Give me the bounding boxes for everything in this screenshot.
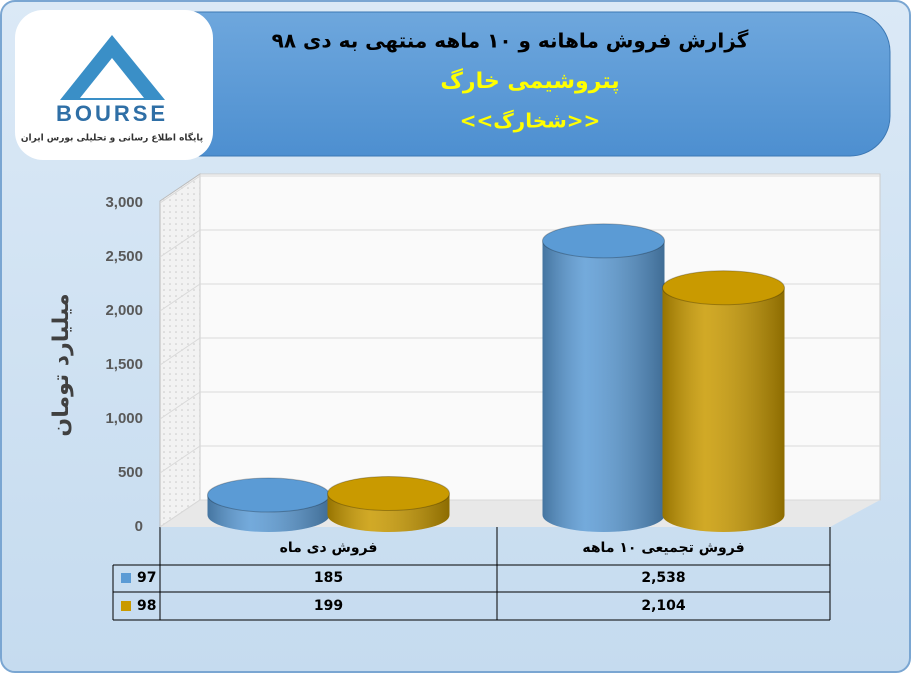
- logo-tagline: پایگاه اطلاع رسانی و تحلیلی بورس ایران: [21, 132, 203, 144]
- cylinder-shade: [662, 287, 785, 532]
- legend-label: 98: [137, 598, 156, 614]
- grid-line-side: [159, 445, 201, 474]
- cylinder-top: [662, 270, 785, 306]
- y-tick-label: 3,000: [105, 194, 143, 211]
- chart-title: گزارش فروش ماهانه و ۱۰ ماهه منتهی به دی …: [272, 29, 749, 53]
- legend-key: [121, 573, 131, 583]
- data-table: [112, 527, 831, 621]
- cylinder-top: [207, 477, 330, 513]
- chart-subtitle: پتروشیمی خارگ: [440, 68, 619, 94]
- grid-line-side: [159, 499, 201, 528]
- cylinder-top: [542, 223, 665, 259]
- side-wall: [159, 173, 201, 528]
- value-label: 185: [314, 570, 343, 586]
- grid-line-side: [159, 175, 201, 204]
- y-tick-label: 0: [135, 518, 143, 535]
- y-tick-label: 1,500: [105, 356, 143, 373]
- symbol: <<شخارگ>>: [460, 109, 601, 133]
- y-axis-label: میلیارد تومان: [49, 293, 74, 436]
- value-label: 2,538: [641, 570, 685, 586]
- grid-line-side: [159, 283, 201, 312]
- grid-line-side: [159, 229, 201, 258]
- y-tick-label: 500: [118, 464, 143, 481]
- grid-line-side: [159, 337, 201, 366]
- x-tick-label: فروش دی ماه: [280, 540, 378, 556]
- logo-name: BOURSE: [56, 101, 168, 126]
- legend-label: 97: [137, 570, 156, 586]
- x-tick-label: فروش تجمیعی ۱۰ ماهه: [582, 540, 744, 556]
- y-tick-label: 2,500: [105, 248, 143, 265]
- y-tick-label: 1,000: [105, 410, 143, 427]
- y-tick-label: 2,000: [105, 302, 143, 319]
- grid-line-side: [159, 391, 201, 420]
- value-label: 2,104: [641, 598, 686, 614]
- logo-mark-inner: [80, 58, 144, 98]
- value-label: 199: [314, 598, 343, 614]
- cylinder-top: [327, 476, 450, 512]
- cylinder-shade: [542, 240, 665, 532]
- legend-key: [121, 601, 131, 611]
